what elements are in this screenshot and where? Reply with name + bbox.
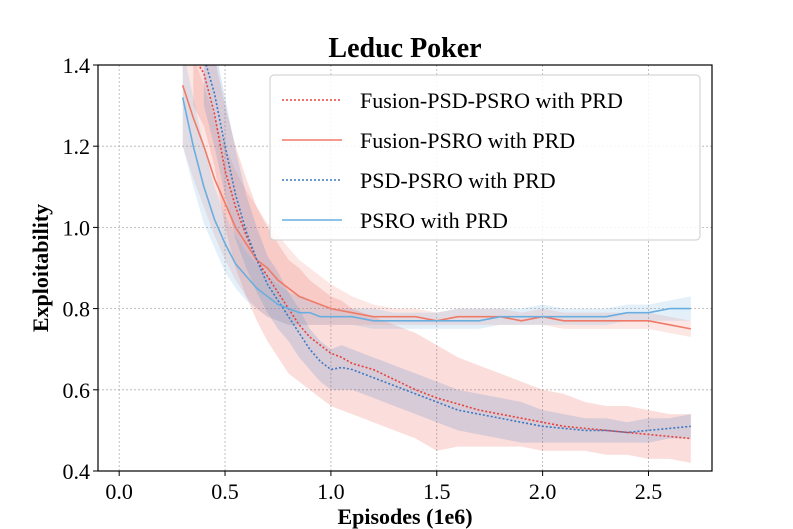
legend: Fusion-PSD-PSRO with PRD Fusion-PSRO with… bbox=[269, 74, 701, 241]
legend-box bbox=[269, 74, 701, 241]
confidence-band-2 bbox=[203, 65, 691, 443]
x-tick-label: 2.5 bbox=[635, 479, 663, 504]
y-tick-label: 1.4 bbox=[63, 53, 91, 78]
y-axis-label: Exploitability bbox=[28, 204, 53, 332]
y-tick-label: 1.0 bbox=[63, 215, 91, 240]
legend-label-3: PSRO with PRD bbox=[360, 208, 508, 233]
legend-label-1: Fusion-PSRO with PRD bbox=[360, 128, 575, 153]
x-axis-ticks: 0.0 0.5 1.0 1.5 2.0 2.5 bbox=[105, 471, 662, 504]
x-tick-label: 2.0 bbox=[529, 479, 557, 504]
confidence-band-1 bbox=[182, 65, 691, 338]
legend-label-2: PSD-PSRO with PRD bbox=[360, 168, 556, 193]
chart-title: Leduc Poker bbox=[328, 33, 481, 64]
series-line-1 bbox=[181, 85, 691, 330]
x-tick-label: 0.5 bbox=[211, 479, 239, 504]
plot-frame bbox=[97, 64, 713, 472]
x-tick-label: 1.0 bbox=[317, 479, 345, 504]
y-axis-ticks: 0.4 0.6 0.8 1.0 1.2 1.4 bbox=[63, 53, 98, 484]
x-tick-label: 1.5 bbox=[423, 479, 451, 504]
confidence-bands bbox=[182, 65, 691, 463]
series-lines bbox=[181, 65, 691, 440]
y-tick-label: 0.8 bbox=[63, 297, 91, 322]
y-tick-label: 0.4 bbox=[63, 459, 91, 484]
series-line-3 bbox=[181, 97, 691, 322]
y-tick-label: 0.6 bbox=[63, 378, 91, 403]
x-axis-label: Episodes (1e6) bbox=[337, 504, 472, 529]
legend-label-0: Fusion-PSD-PSRO with PRD bbox=[360, 88, 623, 113]
x-tick-label: 0.0 bbox=[105, 479, 133, 504]
series-line-0 bbox=[197, 65, 691, 440]
y-tick-label: 1.2 bbox=[63, 134, 91, 159]
confidence-band-0 bbox=[193, 65, 691, 463]
